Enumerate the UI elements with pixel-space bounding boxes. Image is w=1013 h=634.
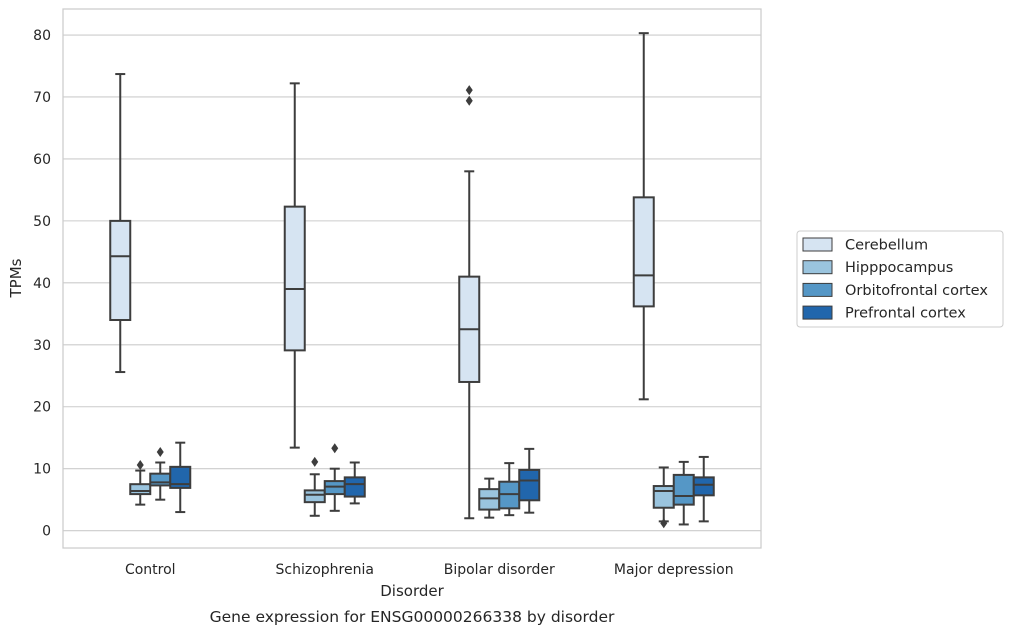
- legend-swatch: [802, 260, 833, 275]
- outlier-point: [311, 456, 319, 467]
- box-body: [652, 485, 675, 509]
- box-prefrontal-cortex: [692, 455, 715, 523]
- box-body: [692, 476, 715, 497]
- outlier-point: [331, 443, 339, 454]
- legend-label: Hipppocampus: [845, 260, 953, 276]
- plot-frame: [62, 8, 762, 549]
- y-tick-label: 10: [33, 462, 51, 478]
- outlier-point: [465, 95, 473, 106]
- x-axis-label: Disorder: [380, 582, 444, 600]
- legend-label: Orbitofrontal cortex: [845, 283, 988, 299]
- box-body: [109, 219, 132, 322]
- legend-swatch: [802, 237, 833, 252]
- box-orbitofrontal-cortex: [323, 443, 346, 512]
- box-body: [303, 489, 326, 504]
- legend-frame: [796, 230, 1004, 328]
- y-axis-label: TPMs: [7, 258, 25, 298]
- y-tick-label: 0: [42, 524, 51, 540]
- x-tick-label: Schizophrenia: [276, 562, 374, 578]
- box-body: [343, 476, 366, 498]
- y-tick-label: 50: [33, 214, 51, 230]
- y-tick-label: 60: [33, 152, 51, 168]
- y-tick-label: 30: [33, 338, 51, 354]
- y-tick-label: 70: [33, 90, 51, 106]
- y-tick-label: 80: [33, 28, 51, 44]
- box-hipppocampus: [303, 456, 326, 517]
- box-cerebellum: [458, 85, 481, 520]
- x-tick-label: Major depression: [614, 562, 734, 578]
- box-prefrontal-cortex: [169, 441, 192, 514]
- box-cerebellum: [109, 73, 132, 374]
- box-hipppocampus: [129, 459, 152, 506]
- box-body: [672, 473, 695, 506]
- box-body: [518, 468, 541, 502]
- gridlines: [63, 34, 761, 532]
- outlier-point: [660, 518, 668, 529]
- box-body: [632, 196, 655, 308]
- x-tick-label: Bipolar disorder: [444, 562, 555, 578]
- box-body: [149, 472, 172, 487]
- box-prefrontal-cortex: [343, 461, 366, 505]
- x-tick-label: Control: [125, 562, 176, 578]
- box-cerebellum: [632, 32, 655, 401]
- x-tick-labels: Control Schizophrenia Bipolar disorder Majo…: [125, 562, 734, 578]
- outlier-point: [465, 85, 473, 96]
- box-body: [283, 205, 306, 352]
- y-tick-label: 20: [33, 400, 51, 416]
- box-body: [129, 483, 152, 496]
- box-hipppocampus: [478, 477, 501, 519]
- outlier-point: [136, 459, 144, 470]
- legend-label: Cerebellum: [845, 238, 928, 254]
- chart-caption: Gene expression for ENSG00000266338 by d…: [210, 608, 615, 626]
- legend-label: Prefrontal cortex: [845, 306, 966, 322]
- box-body: [169, 465, 192, 489]
- box-orbitofrontal-cortex: [149, 446, 172, 501]
- box-orbitofrontal-cortex: [672, 460, 695, 526]
- y-tick-label: 40: [33, 276, 51, 292]
- boxes: [109, 32, 715, 529]
- box-cerebellum: [283, 82, 306, 449]
- y-tick-labels: 0 10 20 30 40 50 60 70 80: [33, 28, 51, 540]
- box-hipppocampus: [652, 466, 675, 529]
- legend-swatch: [802, 282, 833, 297]
- box-prefrontal-cortex: [518, 447, 541, 514]
- legend: Cerebellum Hipppocampus Orbitofrontal cort…: [796, 230, 1004, 328]
- outlier-point: [156, 446, 164, 457]
- legend-swatch: [802, 305, 833, 320]
- box-orbitofrontal-cortex: [498, 462, 521, 517]
